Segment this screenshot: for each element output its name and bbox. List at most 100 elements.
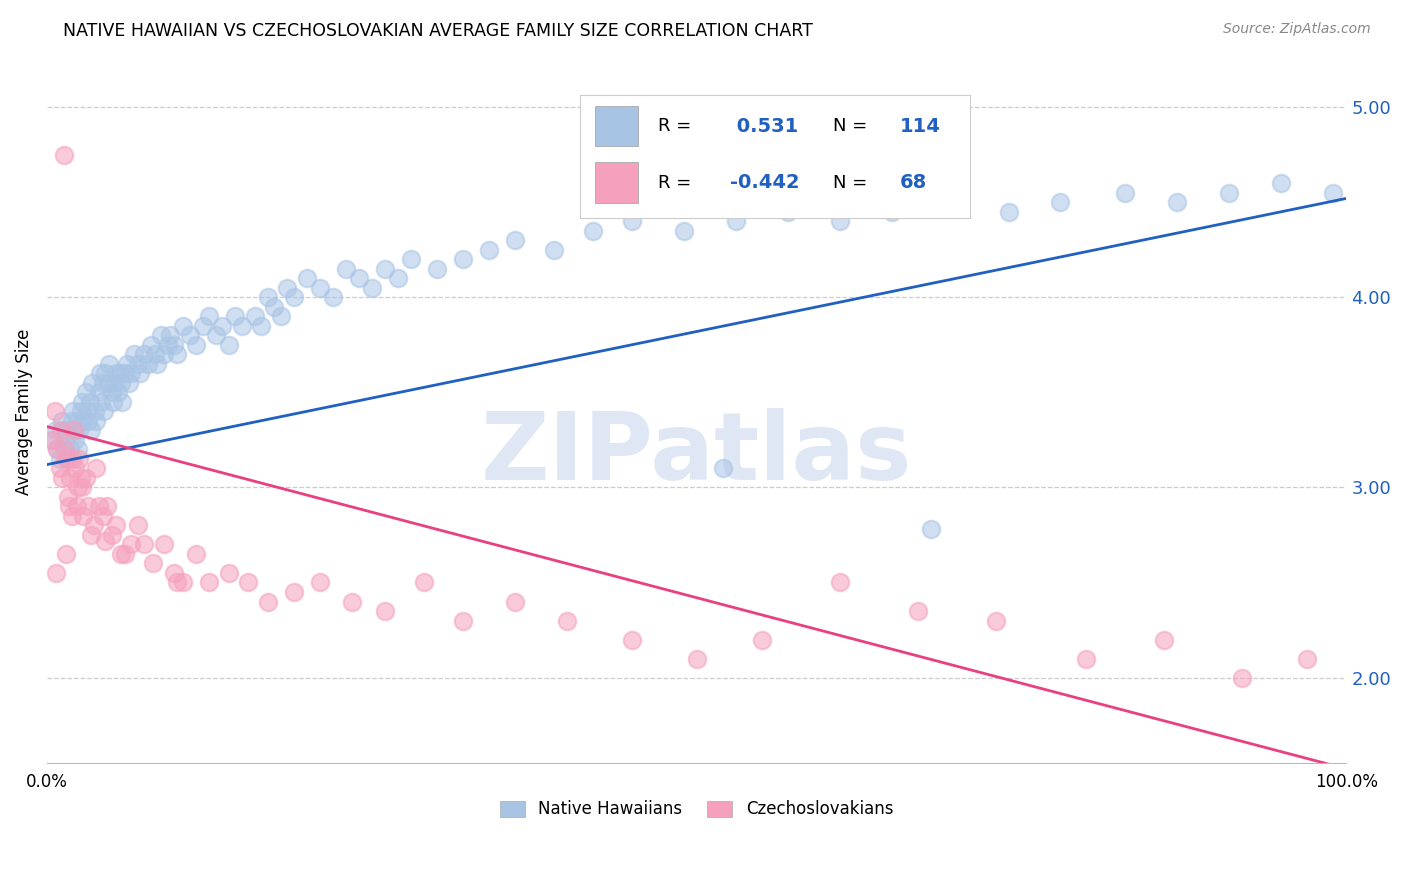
Point	[96, 500, 118, 514]
Point	[111, 395, 134, 409]
Point	[191, 318, 214, 333]
Point	[108, 367, 131, 381]
Point	[82, 376, 104, 390]
Point	[555, 614, 578, 628]
Point	[58, 500, 80, 514]
Point	[478, 243, 501, 257]
Point	[163, 338, 186, 352]
Point	[136, 357, 159, 371]
Point	[70, 395, 93, 409]
Point	[66, 500, 89, 514]
Text: ZIPatlas: ZIPatlas	[481, 408, 912, 500]
Point	[55, 547, 77, 561]
Point	[295, 271, 318, 285]
Point	[69, 404, 91, 418]
Point	[46, 442, 69, 457]
Point	[94, 367, 117, 381]
Point	[218, 566, 240, 580]
Point	[66, 414, 89, 428]
Point	[198, 310, 221, 324]
Point	[159, 328, 181, 343]
Point	[87, 385, 110, 400]
Point	[243, 310, 266, 324]
Point	[451, 252, 474, 267]
Point	[51, 414, 73, 428]
Point	[256, 594, 278, 608]
Point	[45, 566, 67, 580]
Point	[120, 537, 142, 551]
Point	[672, 224, 695, 238]
Point	[399, 252, 422, 267]
Point	[67, 451, 90, 466]
Point	[101, 395, 124, 409]
Text: NATIVE HAWAIIAN VS CZECHOSLOVAKIAN AVERAGE FAMILY SIZE CORRELATION CHART: NATIVE HAWAIIAN VS CZECHOSLOVAKIAN AVERA…	[63, 22, 813, 40]
Point	[134, 347, 156, 361]
Legend: Native Hawaiians, Czechoslovakians: Native Hawaiians, Czechoslovakians	[494, 794, 900, 825]
Point	[218, 338, 240, 352]
Point	[45, 423, 67, 437]
Point	[186, 547, 208, 561]
Point	[84, 461, 107, 475]
Point	[127, 357, 149, 371]
Point	[347, 271, 370, 285]
Point	[60, 414, 83, 428]
Point	[224, 310, 246, 324]
Point	[1322, 186, 1344, 200]
Point	[1296, 651, 1319, 665]
Point	[56, 490, 79, 504]
Point	[107, 385, 129, 400]
Point	[179, 328, 201, 343]
Point	[163, 566, 186, 580]
Point	[91, 508, 114, 523]
Point	[880, 204, 903, 219]
Point	[97, 376, 120, 390]
Point	[118, 376, 141, 390]
Point	[79, 395, 101, 409]
Point	[263, 300, 285, 314]
Point	[55, 451, 77, 466]
Point	[984, 614, 1007, 628]
Point	[776, 204, 799, 219]
Point	[44, 404, 66, 418]
Point	[503, 594, 526, 608]
Point	[127, 518, 149, 533]
Point	[153, 347, 176, 361]
Point	[51, 471, 73, 485]
Point	[110, 376, 132, 390]
Point	[172, 318, 194, 333]
Point	[87, 500, 110, 514]
Point	[283, 585, 305, 599]
Point	[270, 310, 292, 324]
Point	[322, 290, 344, 304]
Point	[134, 537, 156, 551]
Point	[412, 575, 434, 590]
Point	[72, 508, 94, 523]
Point	[250, 318, 273, 333]
Point	[49, 461, 72, 475]
Point	[451, 614, 474, 628]
Point	[1114, 186, 1136, 200]
Point	[374, 604, 396, 618]
Point	[42, 433, 65, 447]
Point	[142, 557, 165, 571]
Point	[80, 423, 103, 437]
Point	[41, 433, 63, 447]
Point	[117, 357, 139, 371]
Point	[56, 451, 79, 466]
Point	[114, 367, 136, 381]
Point	[84, 414, 107, 428]
Point	[186, 338, 208, 352]
Point	[342, 594, 364, 608]
Point	[426, 261, 449, 276]
Point	[751, 632, 773, 647]
Point	[75, 471, 97, 485]
Point	[90, 395, 112, 409]
Point	[70, 480, 93, 494]
Point	[67, 423, 90, 437]
Point	[139, 338, 162, 352]
Point	[59, 442, 82, 457]
Point	[153, 537, 176, 551]
Point	[120, 367, 142, 381]
Point	[89, 367, 111, 381]
Point	[104, 518, 127, 533]
